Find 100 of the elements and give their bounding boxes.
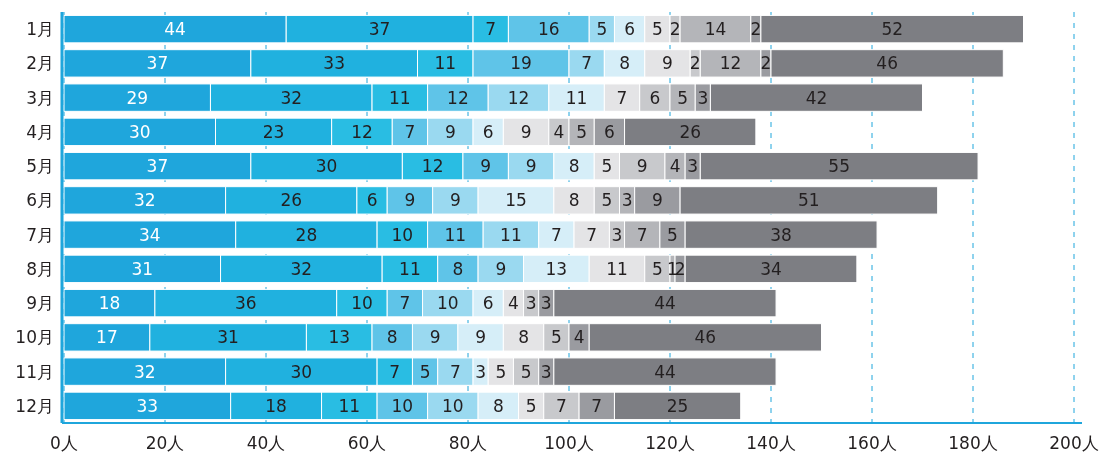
- data-label: 3: [697, 87, 709, 108]
- data-label: 5: [651, 258, 663, 279]
- data-label: 12: [719, 53, 742, 74]
- data-label: 2: [689, 53, 701, 74]
- data-label: 11: [338, 395, 361, 416]
- data-label: 38: [770, 224, 792, 245]
- data-label: 3: [525, 293, 537, 314]
- data-label: 30: [290, 361, 313, 382]
- data-label: 18: [265, 395, 287, 416]
- data-label: 3: [687, 156, 699, 177]
- data-label: 9: [404, 190, 416, 211]
- data-label: 9: [636, 156, 648, 177]
- y-tick-label: 4月: [26, 121, 54, 142]
- x-tick-label: 200人: [1049, 433, 1099, 453]
- data-label: 6: [366, 190, 378, 211]
- data-label: 8: [452, 258, 464, 279]
- data-label: 34: [139, 224, 161, 245]
- data-label: 5: [667, 224, 678, 245]
- data-label: 26: [280, 190, 303, 211]
- data-label: 37: [368, 19, 391, 40]
- data-label: 36: [234, 293, 257, 314]
- data-label: 34: [760, 258, 782, 279]
- data-label: 33: [136, 395, 159, 416]
- data-label: 10: [391, 224, 414, 245]
- data-label: 5: [651, 19, 663, 40]
- x-tick-label: 100人: [544, 433, 594, 453]
- y-tick-label: 11月: [15, 361, 54, 382]
- x-tick-label: 80人: [448, 433, 488, 453]
- data-label: 5: [576, 121, 588, 142]
- data-label: 9: [475, 327, 487, 348]
- data-label: 9: [662, 53, 673, 74]
- data-label: 46: [694, 327, 717, 348]
- x-tick-label: 120人: [645, 433, 695, 453]
- data-label: 4: [573, 327, 585, 348]
- data-label: 12: [421, 156, 444, 177]
- data-label: 37: [146, 53, 169, 74]
- data-label: 5: [601, 190, 613, 211]
- data-label: 15: [505, 190, 527, 211]
- data-label: 10: [351, 293, 373, 314]
- data-label: 11: [444, 224, 467, 245]
- x-tick-label: 160人: [847, 433, 897, 453]
- data-label: 12: [447, 87, 469, 108]
- y-tick-label: 3月: [26, 87, 54, 108]
- data-label: 9: [495, 258, 507, 279]
- data-label: 8: [568, 190, 580, 211]
- data-label: 7: [399, 293, 411, 314]
- data-label: 55: [828, 156, 850, 177]
- data-label: 3: [540, 293, 552, 314]
- data-label: 31: [131, 258, 154, 279]
- data-label: 28: [295, 224, 318, 245]
- data-label: 37: [146, 156, 169, 177]
- y-tick-label: 6月: [26, 190, 54, 211]
- data-label: 7: [556, 395, 567, 416]
- data-label: 13: [328, 327, 351, 348]
- data-label: 11: [565, 87, 588, 108]
- data-label: 8: [386, 327, 398, 348]
- data-label: 7: [636, 224, 648, 245]
- data-label: 44: [654, 361, 676, 382]
- data-label: 12: [507, 87, 530, 108]
- y-tick-label: 5月: [26, 156, 54, 177]
- data-label: 9: [449, 190, 461, 211]
- x-tick-label: 20人: [145, 433, 185, 453]
- data-label: 18: [98, 293, 121, 314]
- data-label: 19: [510, 53, 532, 74]
- data-label: 7: [586, 224, 598, 245]
- data-label: 5: [677, 87, 689, 108]
- y-tick-label: 2月: [26, 53, 54, 74]
- x-tick-label: 0人: [50, 433, 78, 453]
- data-label: 4: [508, 293, 519, 314]
- data-label: 7: [485, 19, 497, 40]
- data-label: 9: [444, 121, 456, 142]
- data-label: 23: [262, 121, 285, 142]
- data-label: 44: [164, 19, 186, 40]
- data-label: 6: [482, 121, 494, 142]
- data-label: 10: [391, 395, 414, 416]
- data-label: 5: [601, 156, 613, 177]
- data-label: 7: [581, 53, 593, 74]
- data-label: 9: [429, 327, 441, 348]
- data-label: 5: [550, 327, 562, 348]
- data-label: 11: [389, 87, 411, 108]
- data-label: 3: [540, 361, 552, 382]
- y-tick-label: 12月: [15, 395, 54, 416]
- data-label: 7: [616, 87, 628, 108]
- y-tick-label: 7月: [26, 224, 54, 245]
- data-label: 33: [323, 53, 345, 74]
- data-label: 3: [475, 361, 487, 382]
- data-label: 9: [520, 121, 532, 142]
- data-label: 5: [520, 361, 532, 382]
- data-label: 8: [619, 53, 630, 74]
- data-label: 32: [133, 190, 156, 211]
- x-tick-label: 40人: [246, 433, 286, 453]
- data-label: 29: [126, 87, 149, 108]
- y-tick-label: 1月: [26, 19, 54, 40]
- data-label: 5: [419, 361, 431, 382]
- data-label: 30: [128, 121, 151, 142]
- y-tick-label: 8月: [26, 258, 54, 279]
- data-label: 2: [760, 53, 772, 74]
- data-label: 12: [351, 121, 373, 142]
- data-label: 42: [805, 87, 828, 108]
- y-tick-label: 10月: [15, 327, 54, 348]
